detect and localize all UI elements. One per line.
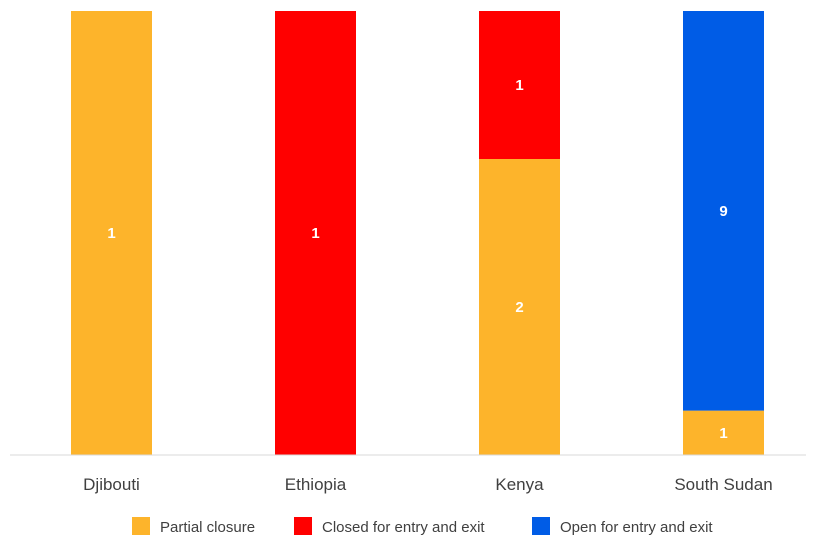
legend-label: Partial closure [160,519,255,536]
data-labels-layer: 1 1 2 1 1 9 [107,77,727,442]
category-labels-layer: Djibouti Ethiopia Kenya South Sudan [83,475,773,494]
bars-layer [71,11,764,455]
bar-south-sudan-series-0 [683,410,764,455]
data-label: 1 [515,77,523,94]
data-label: 1 [311,225,319,242]
category-label: Djibouti [83,475,140,494]
legend-label: Open for entry and exit [560,519,713,536]
bar-south-sudan-series-2 [683,11,764,411]
category-label: South Sudan [674,475,772,494]
bar-kenya-series-0 [479,159,560,455]
data-label: 9 [719,203,727,220]
data-label: 2 [515,299,523,316]
category-label: Kenya [495,475,544,494]
legend-label: Closed for entry and exit [322,519,485,536]
data-label: 1 [719,425,727,442]
bar-ethiopia-series-1 [275,11,356,455]
bar-kenya-series-1 [479,11,560,159]
category-label: Ethiopia [285,475,347,494]
legend: Partial closure Closed for entry and exit… [132,517,713,536]
legend-swatch [294,517,312,535]
data-label: 1 [107,225,115,242]
legend-swatch [132,517,150,535]
legend-swatch [532,517,550,535]
bar-djibouti-series-0 [71,11,152,455]
